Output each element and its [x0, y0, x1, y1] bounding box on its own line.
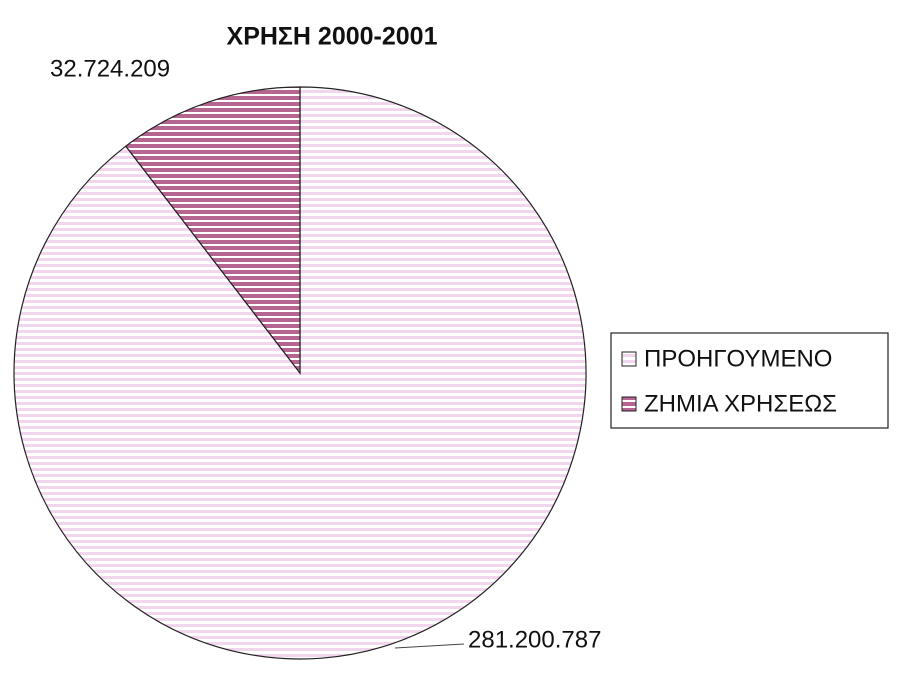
value-label: 281.200.787 — [468, 626, 601, 653]
legend — [610, 332, 889, 429]
legend-label: ΖΗΜΙΑ ΧΡΗΣΕΩΣ — [644, 390, 837, 417]
pie-slice — [124, 86, 301, 375]
legend-swatch — [621, 396, 637, 412]
legend-swatch — [621, 351, 637, 367]
chart-title: ΧΡΗΣΗ 2000-2001 — [227, 23, 438, 51]
leader-line — [394, 643, 465, 649]
value-label: 32.724.209 — [50, 55, 170, 82]
legend-label: ΠΡΟΗΓΟΥΜΕΝΟ — [644, 345, 832, 372]
